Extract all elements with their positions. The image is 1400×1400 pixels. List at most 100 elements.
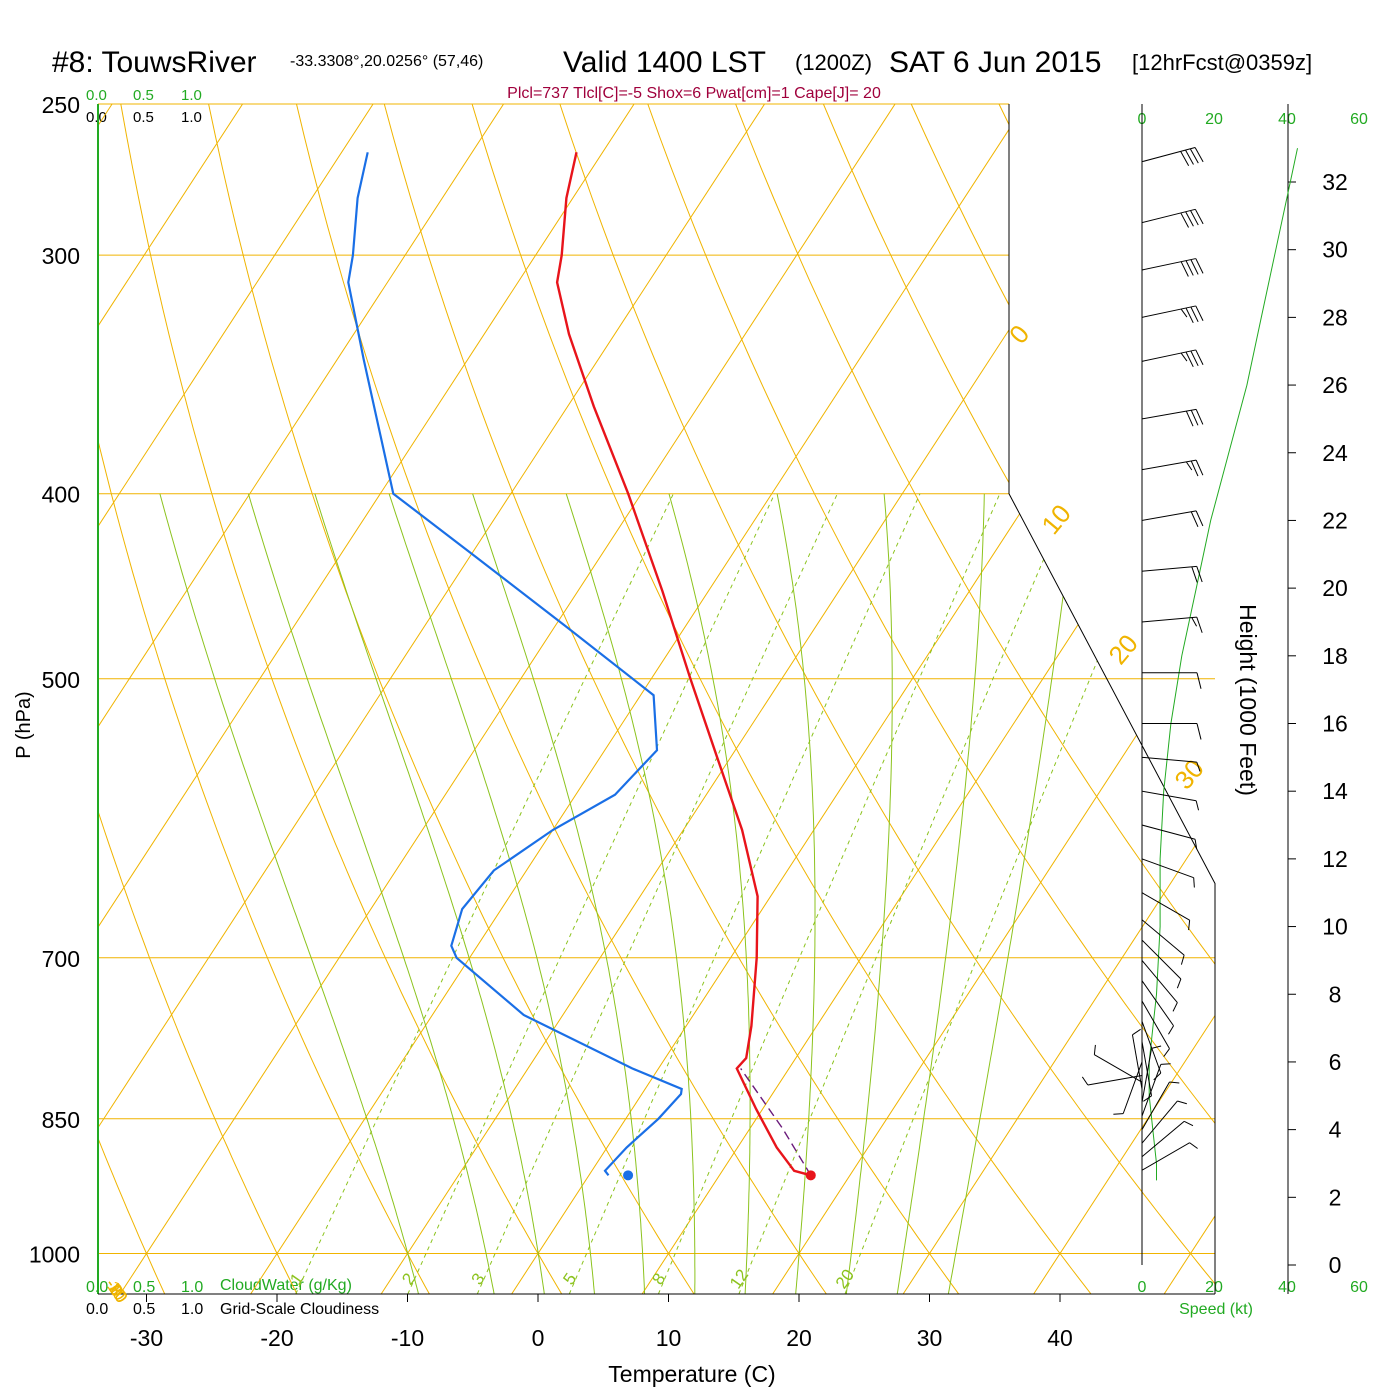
height-tick-label: 12 xyxy=(1322,846,1348,872)
wind-barb-shaft xyxy=(1141,1064,1162,1117)
cloudiness-top-0: 0.0 xyxy=(86,109,107,126)
wind-barb-flag xyxy=(1195,510,1204,527)
isotherm-50 xyxy=(1163,104,1215,1294)
y-tick-label: 500 xyxy=(42,667,80,693)
wind-barb-flag xyxy=(1172,1002,1178,1012)
wind-barb xyxy=(1142,723,1202,740)
x-axis-label: Temperature (C) xyxy=(608,1361,775,1387)
wind-barb-shaft xyxy=(1141,1081,1170,1130)
dry-adiabat-right-label-10: 10 xyxy=(1035,498,1077,539)
wind-barb-shaft xyxy=(1141,1142,1190,1171)
wind-barb-flag xyxy=(1176,978,1182,989)
isotherm-0 xyxy=(511,104,1215,1294)
wind-barb-shaft xyxy=(1141,1100,1178,1144)
isotherm--40 xyxy=(98,104,766,1294)
valid-zulu: (1200Z) xyxy=(795,50,872,75)
x-tick-label: 30 xyxy=(917,1325,943,1351)
cloudiness-label: Grid-Scale Cloudiness xyxy=(220,1301,379,1318)
height-tick-label: 6 xyxy=(1329,1049,1342,1075)
wind-barb-flag xyxy=(1196,617,1203,633)
y-tick-label: 700 xyxy=(42,946,80,972)
wind-barb-flag xyxy=(1189,1142,1198,1149)
wind-barb-shaft xyxy=(1141,824,1196,840)
wind-barb-shaft xyxy=(1141,858,1194,879)
wind-barb-flag xyxy=(1191,566,1198,583)
dry-adiabat-80 xyxy=(822,104,1215,1294)
mixing-ratio-1 xyxy=(295,493,674,1294)
height-tick-label: 0 xyxy=(1329,1252,1342,1278)
wind-barb xyxy=(1141,1063,1171,1117)
mixing-ratio-label-8: 8 xyxy=(648,1270,669,1289)
y-tick-label: 400 xyxy=(42,482,80,508)
y-tick-label: 250 xyxy=(42,92,80,118)
wind-barb xyxy=(1141,980,1174,1035)
wind-barb-flag xyxy=(1194,209,1204,225)
wind-barb xyxy=(1141,1081,1180,1130)
wind-barb-shaft xyxy=(1122,1061,1143,1114)
wind-barb xyxy=(1141,919,1185,965)
wind-barb-flag xyxy=(1196,723,1202,740)
moist-adiabat-24 xyxy=(845,493,893,1294)
cloudiness-bottom-scale: 0.0 0.5 1.0 Grid-Scale Cloudiness xyxy=(86,1301,379,1318)
x-tick-label: -10 xyxy=(391,1325,424,1351)
wind-barb-flag xyxy=(1168,1025,1174,1035)
isobar-lines xyxy=(98,103,1215,1255)
height-axis-label: Height (1000 Feet) xyxy=(1235,604,1261,796)
wind-barb xyxy=(1113,1061,1143,1115)
wind-barb-flag xyxy=(1143,1095,1152,1102)
wind-barb-flag xyxy=(1193,877,1195,888)
isotherm--50 xyxy=(98,104,635,1294)
sounding-profiles xyxy=(347,152,816,1181)
mixing-ratio-label-3: 3 xyxy=(468,1270,489,1289)
height-tick-label: 22 xyxy=(1322,507,1348,533)
moist-adiabat--4 xyxy=(247,493,495,1294)
right-frame xyxy=(1008,104,1216,1294)
mixing-ratio-label-5: 5 xyxy=(559,1270,580,1289)
height-tick-label: 24 xyxy=(1322,440,1348,466)
wind-barb-shaft xyxy=(1141,919,1185,956)
wind-barb-flag xyxy=(1093,1044,1096,1055)
dry-adiabat--20 xyxy=(98,104,298,1294)
height-tick-label: 10 xyxy=(1322,914,1348,940)
height-tick-label: 16 xyxy=(1322,711,1348,737)
mixing-ratio-12 xyxy=(738,493,1073,1294)
wind-barb-flag xyxy=(1153,1072,1162,1081)
wind-barb-flag xyxy=(1188,920,1191,931)
wind-barb-shaft xyxy=(1141,616,1197,623)
wind-barb-flag xyxy=(1190,460,1199,477)
wind-barb xyxy=(1141,1120,1194,1158)
cloudwater-bottom-1: 0.5 xyxy=(133,1279,155,1296)
dry-adiabat--10 xyxy=(98,104,430,1294)
wind-barb xyxy=(1141,1100,1187,1144)
speed-bottom-1: 20 xyxy=(1205,1279,1223,1296)
moist-adiabat-32 xyxy=(947,493,1076,1294)
wind-barb-flag xyxy=(1151,1045,1162,1049)
x-tick-label: 40 xyxy=(1047,1325,1073,1351)
dry-adiabat-right-label-0: 0 xyxy=(1003,319,1035,349)
wind-barb-flag xyxy=(1180,955,1185,965)
wind-barb-flag xyxy=(1185,211,1194,227)
wind-barb xyxy=(1081,1074,1143,1086)
dry-adiabat-130 xyxy=(1263,104,1400,1294)
wind-barb-flag xyxy=(1194,839,1198,850)
wind-barb xyxy=(1141,565,1203,583)
height-tick-label: 30 xyxy=(1322,237,1348,263)
surface-temperature-dot xyxy=(805,1170,816,1181)
wind-barb-flag xyxy=(1191,617,1198,627)
valid-time: Valid 1400 LST xyxy=(563,46,766,79)
y-tick-label: 1000 xyxy=(29,1242,80,1268)
wind-barb-flag xyxy=(1185,307,1194,324)
isotherm--20 xyxy=(250,104,1027,1294)
cloudiness-top-2: 1.0 xyxy=(181,109,202,126)
x-tick-label: 20 xyxy=(786,1325,812,1351)
speed-top-2: 40 xyxy=(1278,111,1296,128)
wind-barb-shaft xyxy=(1131,1034,1143,1090)
wind-barb-flag xyxy=(1195,459,1204,476)
wind-barb-shaft xyxy=(1141,1120,1185,1158)
height-tick-label: 18 xyxy=(1322,643,1348,669)
wind-barb-shaft xyxy=(1141,349,1196,362)
speed-bottom-scale: 0 20 40 60 Speed (kt) xyxy=(1138,1279,1368,1318)
wind-barb-shaft xyxy=(1094,1054,1143,1083)
wind-barb xyxy=(1141,892,1191,931)
